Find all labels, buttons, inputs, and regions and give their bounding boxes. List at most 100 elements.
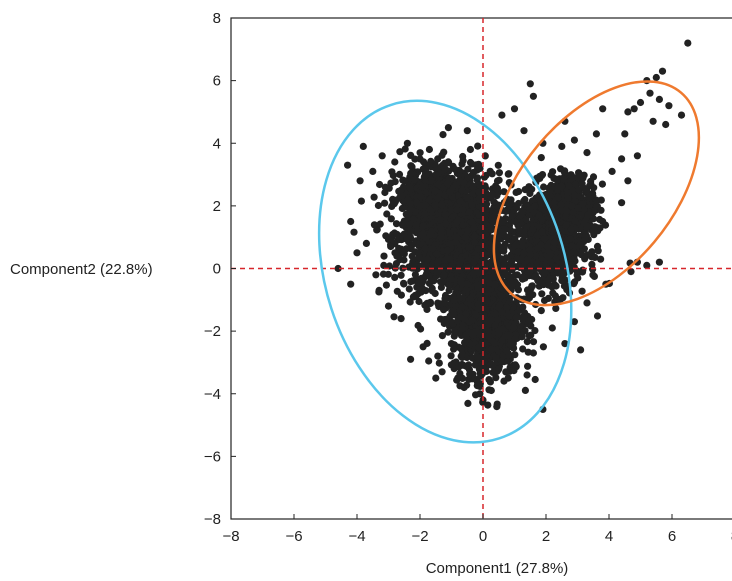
data-point [580, 206, 588, 214]
data-point [489, 190, 497, 198]
data-point [479, 364, 487, 372]
data-point [456, 197, 464, 205]
data-point [469, 168, 478, 177]
data-point [597, 255, 605, 263]
data-point [391, 178, 399, 186]
data-point [407, 355, 415, 363]
data-point [407, 169, 415, 177]
data-point [513, 281, 522, 289]
data-point [471, 232, 479, 240]
data-point [624, 108, 632, 116]
data-point [448, 206, 456, 214]
data-point [438, 368, 446, 376]
data-point [468, 218, 476, 226]
data-point [502, 368, 510, 376]
data-point [533, 274, 541, 282]
data-point [458, 303, 466, 311]
data-point [383, 210, 391, 218]
data-point [410, 215, 418, 223]
data-point [458, 350, 466, 359]
data-point [413, 198, 421, 207]
data-point [370, 193, 378, 201]
data-point [598, 180, 607, 188]
data-point [451, 238, 460, 246]
data-point [469, 183, 477, 191]
data-point [376, 180, 384, 189]
data-point [544, 281, 553, 289]
data-point [451, 327, 459, 335]
data-point [493, 403, 501, 411]
data-point [435, 180, 443, 188]
data-point [433, 268, 441, 276]
data-point [583, 187, 591, 195]
data-point [643, 261, 651, 269]
data-point [443, 180, 451, 188]
data-point [524, 320, 532, 328]
data-point [440, 271, 448, 279]
data-point [655, 95, 664, 103]
data-point [509, 340, 517, 348]
data-point [491, 321, 499, 329]
data-point [457, 256, 465, 264]
data-point [485, 386, 493, 394]
data-point [492, 354, 500, 362]
data-point [571, 217, 579, 225]
data-point [433, 250, 441, 258]
data-point [504, 170, 512, 178]
data-point [633, 152, 642, 160]
data-point [557, 165, 565, 173]
data-point [548, 324, 556, 332]
data-point [562, 221, 570, 229]
data-point [591, 223, 599, 231]
data-point [492, 184, 500, 192]
data-point [570, 136, 579, 144]
data-point [461, 339, 469, 347]
data-point [437, 233, 445, 241]
data-point [478, 224, 486, 232]
data-point [445, 286, 453, 294]
data-point [537, 154, 545, 162]
data-point [438, 332, 446, 340]
x-tick-label: 6 [668, 528, 676, 545]
data-point [456, 177, 464, 185]
data-point [508, 281, 516, 289]
data-point [427, 157, 435, 165]
data-point [416, 155, 424, 163]
data-point [608, 167, 616, 175]
data-point [457, 345, 465, 353]
data-point [583, 149, 591, 157]
data-point [475, 343, 483, 351]
data-point [438, 201, 446, 209]
data-point [481, 192, 489, 200]
data-point [440, 263, 448, 271]
data-point [446, 188, 454, 196]
data-point [398, 192, 406, 200]
data-point [502, 233, 510, 241]
data-point [485, 376, 493, 384]
data-point [549, 168, 557, 176]
data-point [495, 365, 503, 373]
y-tick-label: 2 [213, 198, 221, 215]
data-point [465, 208, 474, 216]
data-point [425, 145, 433, 154]
data-point [526, 251, 534, 259]
data-point [523, 338, 531, 346]
data-point [447, 352, 455, 360]
data-point [537, 307, 545, 315]
data-point [417, 325, 425, 333]
data-point [476, 390, 484, 398]
data-point [514, 199, 523, 208]
data-point [434, 352, 442, 360]
data-point [558, 142, 566, 150]
data-point [434, 194, 442, 202]
data-point [649, 117, 657, 125]
data-point [529, 291, 537, 299]
data-point [561, 276, 569, 284]
data-point [508, 212, 516, 220]
data-point [636, 98, 645, 107]
data-point [412, 221, 420, 229]
data-point [453, 206, 461, 214]
data-point [424, 255, 432, 263]
data-point [421, 210, 429, 218]
